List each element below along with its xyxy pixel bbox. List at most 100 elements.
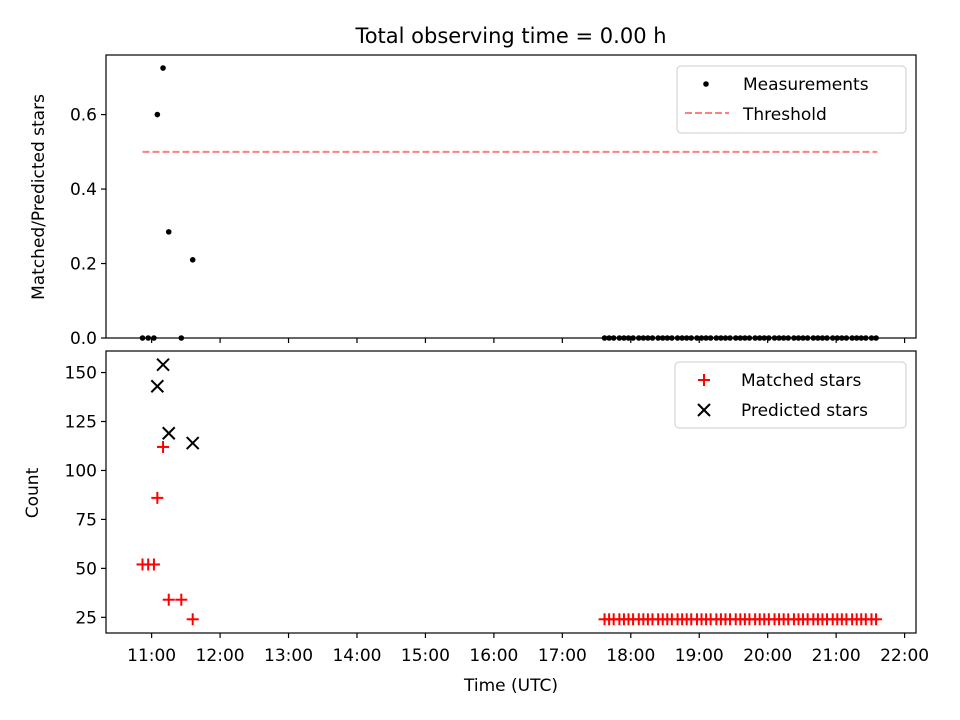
- ratio-y-ticks: 0.0 0.2 0.4 0.6: [70, 106, 106, 349]
- count-x-ticks: 11:00 12:00 13:00 14:00 15:00 16:00 17:00 18:00…: [127, 633, 929, 666]
- y-tick-label: 0.2: [70, 255, 97, 275]
- measurement-point: [804, 335, 811, 341]
- measurement-point: [718, 335, 724, 341]
- count-plot-area: [136, 358, 883, 626]
- measurement-point: [810, 335, 817, 341]
- measurement-point: [843, 335, 850, 341]
- x-tick-label: 21:00: [812, 646, 861, 666]
- measurement-point: [145, 335, 152, 341]
- measurement-point: [800, 335, 806, 341]
- measurement-point: [761, 335, 768, 341]
- matched-stars-point: [147, 558, 160, 571]
- y-tick-label: 100: [65, 461, 97, 481]
- y-tick-label: 75: [75, 510, 97, 530]
- measurement-point: [189, 257, 196, 263]
- predicted-stars-point: [156, 358, 170, 372]
- measurement-point: [151, 335, 157, 341]
- ratio-legend: Measurements Threshold: [676, 65, 907, 134]
- measurement-point: [635, 335, 642, 341]
- measurement-point: [694, 335, 700, 341]
- y-tick-label: 50: [75, 559, 97, 579]
- matched-stars-point: [186, 613, 199, 626]
- measurement-point: [727, 335, 733, 341]
- measurement-point: [791, 335, 797, 341]
- figure-title: Total observing time = 0.00 h: [354, 24, 666, 48]
- ratio-legend-box: [676, 65, 907, 134]
- legend-predicted-label: Predicted stars: [741, 401, 868, 421]
- measurement-point: [664, 335, 671, 341]
- measurement-point: [698, 335, 705, 341]
- measurement-point: [863, 335, 869, 341]
- count-y-axis-label: Count: [23, 467, 43, 518]
- y-tick-label: 150: [65, 364, 97, 384]
- predicted-stars-point: [150, 379, 165, 393]
- x-tick-label: 22:00: [880, 646, 929, 666]
- measurement-point: [771, 335, 778, 341]
- measurement-point: [732, 335, 739, 341]
- measurement-point: [649, 335, 656, 341]
- count-legend: Matched stars Predicted stars: [674, 361, 907, 429]
- y-tick-label: 25: [75, 608, 97, 628]
- measurement-point: [669, 335, 675, 341]
- ratio-y-axis-label: Matched/Predicted stars: [29, 94, 49, 300]
- measurement-point: [707, 335, 714, 341]
- measurement-point: [829, 335, 836, 341]
- measurement-point: [756, 335, 763, 341]
- matched-stars-point: [870, 613, 883, 626]
- matched-stars-point: [162, 593, 175, 606]
- x-tick-label: 11:00: [127, 646, 176, 666]
- x-tick-label: 14:00: [332, 646, 381, 666]
- measurement-point: [752, 335, 758, 341]
- x-tick-label: 20:00: [743, 646, 792, 666]
- measurement-point: [849, 335, 855, 341]
- measurement-point: [873, 335, 879, 341]
- x-tick-label: 16:00: [469, 646, 518, 666]
- ratio-plot-area: [139, 65, 879, 341]
- measurement-point: [703, 335, 709, 341]
- count-legend-box: [674, 361, 907, 429]
- measurement-point: [780, 335, 787, 341]
- measurement-point: [606, 335, 612, 341]
- measurement-point: [630, 335, 636, 341]
- legend-measurements-label: Measurements: [743, 75, 869, 95]
- x-tick-label: 13:00: [264, 646, 313, 666]
- measurement-point: [645, 335, 651, 341]
- measurement-point: [616, 335, 623, 341]
- measurement-point: [746, 335, 753, 341]
- measurement-point: [601, 335, 608, 341]
- matched-stars-point: [151, 491, 164, 504]
- count-x-axis-label: Time (UTC): [463, 676, 558, 696]
- measurement-point: [785, 335, 792, 341]
- measurement-point: [722, 335, 729, 341]
- measurement-point: [640, 335, 647, 341]
- legend-threshold-label: Threshold: [742, 105, 827, 125]
- measurement-point: [178, 335, 185, 341]
- measurement-point: [625, 335, 632, 341]
- count-panel: 25 50 75 100 125 150 11:00 12:00 13:00 14:00 15:0…: [23, 350, 929, 696]
- x-tick-label: 18:00: [606, 646, 655, 666]
- measurement-point: [154, 111, 161, 118]
- measurement-point: [819, 335, 826, 341]
- matched-stars-point: [175, 593, 188, 606]
- predicted-stars-point: [185, 436, 200, 450]
- measurement-point: [655, 335, 661, 341]
- measurement-point: [679, 335, 685, 341]
- legend-matched-label: Matched stars: [741, 371, 861, 391]
- measurement-point: [815, 335, 821, 341]
- measurement-point: [853, 335, 860, 341]
- measurement-point: [858, 335, 865, 341]
- legend-predicted-marker: [697, 403, 711, 417]
- measurement-point: [160, 65, 166, 71]
- measurement-point: [659, 335, 666, 341]
- measurement-point: [868, 335, 875, 341]
- measurement-point: [839, 335, 845, 341]
- x-tick-label: 19:00: [675, 646, 724, 666]
- measurement-point: [766, 335, 772, 341]
- measurement-point: [713, 335, 720, 341]
- measurement-point: [165, 229, 172, 235]
- measurement-point: [621, 335, 627, 341]
- measurement-point: [742, 335, 748, 341]
- x-tick-label: 17:00: [538, 646, 587, 666]
- count-y-ticks: 25 50 75 100 125 150: [65, 364, 106, 628]
